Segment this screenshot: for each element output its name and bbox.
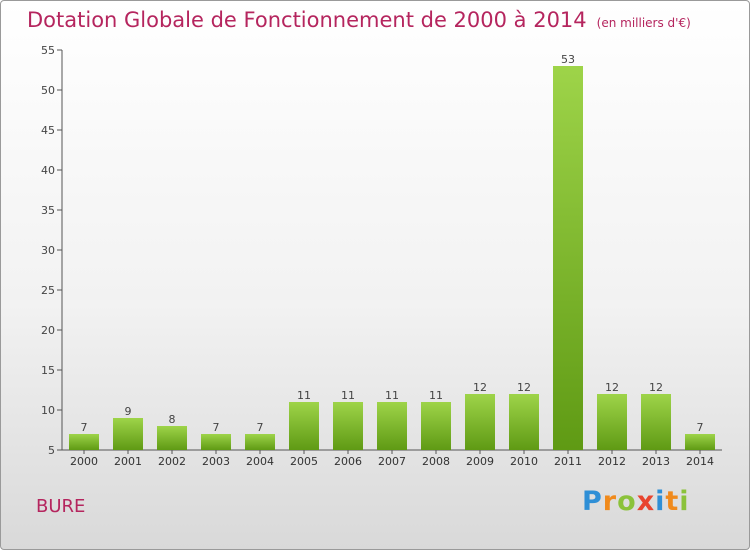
bar [289,402,319,450]
y-tick-label: 30 [41,244,55,257]
x-tick-label: 2001 [114,455,142,468]
bar [553,66,583,450]
bar [201,434,231,450]
bar [377,402,407,450]
y-tick-label: 55 [41,44,55,57]
x-tick-label: 2014 [686,455,714,468]
x-tick-label: 2011 [554,455,582,468]
y-tick-label: 15 [41,364,55,377]
bar-value-label: 12 [473,381,487,394]
x-tick-label: 2012 [598,455,626,468]
bar-value-label: 12 [649,381,663,394]
chart-title-text: Dotation Globale de Fonctionnement de 20… [27,8,587,32]
logo-letter: P [582,486,603,517]
bar-value-label: 7 [257,421,264,434]
bar [509,394,539,450]
bar [421,402,451,450]
bar-value-label: 11 [429,389,443,402]
bar-value-label: 11 [385,389,399,402]
y-tick-label: 20 [41,324,55,337]
bar-value-label: 8 [169,413,176,426]
logo-letter: t [665,486,680,517]
city-name: BURE [36,496,86,517]
chart-title: Dotation Globale de Fonctionnement de 20… [27,8,691,32]
y-tick-label: 10 [41,404,55,417]
x-tick-label: 2002 [158,455,186,468]
bar-value-label: 12 [517,381,531,394]
unit-label: (en milliers d'€) [596,16,691,30]
logo-letter: x [636,486,656,517]
x-tick-label: 2005 [290,455,318,468]
y-tick-label: 40 [41,164,55,177]
bar [157,426,187,450]
bar [113,418,143,450]
proxiti-logo[interactable]: Proxiti [582,486,690,517]
x-tick-label: 2009 [466,455,494,468]
x-tick-label: 2010 [510,455,538,468]
x-tick-label: 2007 [378,455,406,468]
x-tick-label: 2000 [70,455,98,468]
bar [465,394,495,450]
y-tick-label: 5 [48,444,55,457]
bar [597,394,627,450]
logo-letter: i [679,486,690,517]
x-tick-label: 2008 [422,455,450,468]
bar-value-label: 7 [697,421,704,434]
bar [685,434,715,450]
bar [245,434,275,450]
y-tick-label: 35 [41,204,55,217]
logo-letter: i [655,486,666,517]
bar [641,394,671,450]
bar [333,402,363,450]
y-tick-label: 25 [41,284,55,297]
y-tick-label: 45 [41,124,55,137]
bar-value-label: 11 [297,389,311,402]
bar-value-label: 12 [605,381,619,394]
logo-letter: r [602,486,618,517]
y-tick-label: 50 [41,84,55,97]
bar-value-label: 53 [561,53,575,66]
bar-value-label: 9 [125,405,132,418]
bar [69,434,99,450]
x-tick-label: 2006 [334,455,362,468]
x-tick-label: 2004 [246,455,274,468]
logo-letter: o [617,486,637,517]
x-tick-label: 2013 [642,455,670,468]
bar-value-label: 7 [81,421,88,434]
bar-value-label: 7 [213,421,220,434]
x-tick-label: 2003 [202,455,230,468]
bar-value-label: 11 [341,389,355,402]
